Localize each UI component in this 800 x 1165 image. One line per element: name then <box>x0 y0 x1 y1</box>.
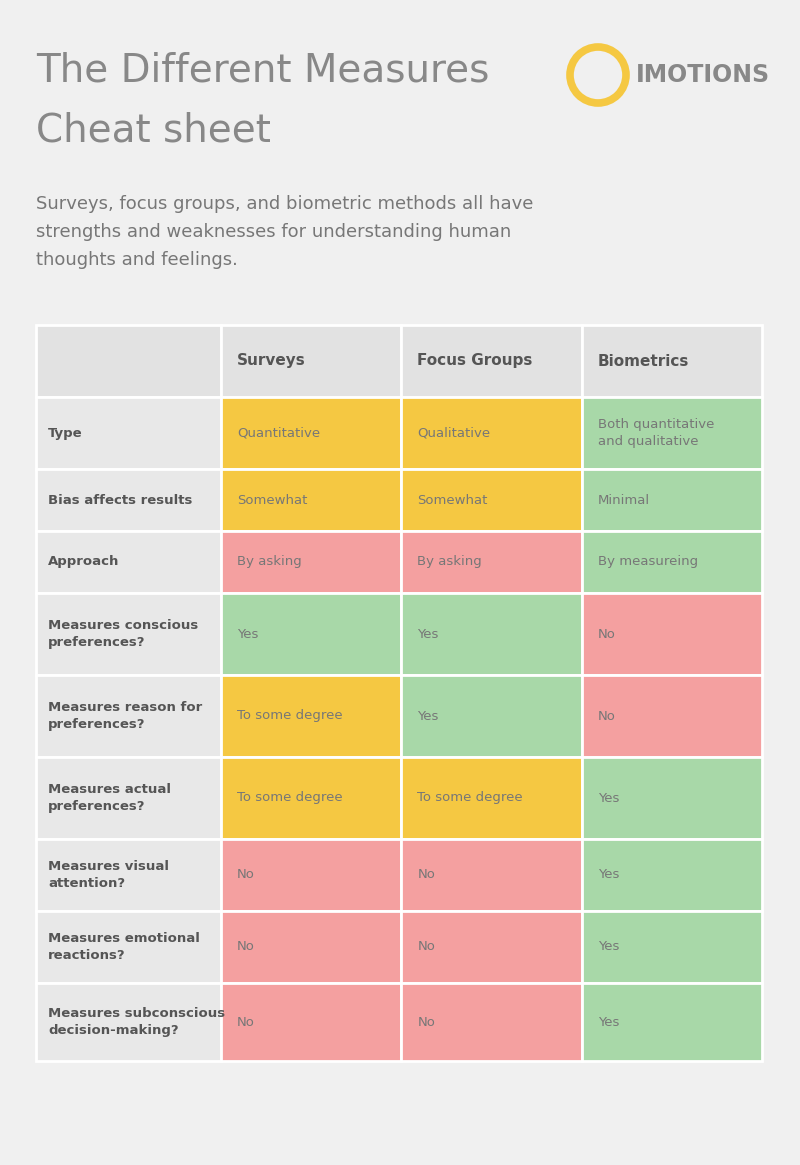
Text: Biometrics: Biometrics <box>598 353 689 368</box>
Text: Yes: Yes <box>418 709 438 722</box>
Bar <box>221 593 402 675</box>
Text: Yes: Yes <box>598 791 619 805</box>
Text: No: No <box>418 940 435 953</box>
Bar <box>36 469 221 531</box>
Text: Surveys, focus groups, and biometric methods all have
strengths and weaknesses f: Surveys, focus groups, and biometric met… <box>36 195 534 269</box>
Text: Quantitative: Quantitative <box>237 426 320 439</box>
Text: Bias affects results: Bias affects results <box>48 494 192 507</box>
Text: Measures conscious
preferences?: Measures conscious preferences? <box>48 619 198 649</box>
Bar <box>221 911 402 983</box>
Bar <box>221 675 402 757</box>
Text: Yes: Yes <box>598 1016 619 1029</box>
Bar <box>402 593 582 675</box>
Bar <box>402 757 582 839</box>
Bar <box>402 531 582 593</box>
Text: Measures visual
attention?: Measures visual attention? <box>48 860 169 890</box>
Text: Yes: Yes <box>237 628 258 641</box>
Text: No: No <box>598 628 615 641</box>
Text: To some degree: To some degree <box>237 709 342 722</box>
Text: No: No <box>237 868 255 882</box>
Text: Measures emotional
reactions?: Measures emotional reactions? <box>48 932 200 962</box>
Text: Yes: Yes <box>418 628 438 641</box>
Bar <box>582 757 762 839</box>
Text: No: No <box>237 1016 255 1029</box>
Bar <box>582 325 762 397</box>
Bar <box>221 757 402 839</box>
Text: No: No <box>418 868 435 882</box>
Bar <box>582 983 762 1061</box>
Text: To some degree: To some degree <box>418 791 523 805</box>
Text: Type: Type <box>48 426 82 439</box>
Bar <box>36 675 221 757</box>
Text: No: No <box>237 940 255 953</box>
Text: Measures reason for
preferences?: Measures reason for preferences? <box>48 701 202 730</box>
Bar <box>582 675 762 757</box>
Bar <box>221 325 402 397</box>
Bar <box>36 911 221 983</box>
Bar <box>402 839 582 911</box>
Bar <box>36 531 221 593</box>
Bar <box>402 325 582 397</box>
Text: No: No <box>598 709 615 722</box>
Text: Focus Groups: Focus Groups <box>418 353 533 368</box>
Text: By measureing: By measureing <box>598 556 698 569</box>
Text: To some degree: To some degree <box>237 791 342 805</box>
Text: The Different Measures: The Different Measures <box>36 52 490 90</box>
Text: IMOTIONS: IMOTIONS <box>636 63 770 87</box>
Bar <box>582 839 762 911</box>
Text: No: No <box>418 1016 435 1029</box>
Bar <box>221 397 402 469</box>
Bar <box>582 531 762 593</box>
Bar <box>582 397 762 469</box>
Bar <box>36 983 221 1061</box>
Bar <box>221 839 402 911</box>
Text: Measures subconscious
decision-making?: Measures subconscious decision-making? <box>48 1007 225 1037</box>
Bar <box>36 757 221 839</box>
Bar <box>402 675 582 757</box>
Bar <box>402 983 582 1061</box>
Text: Yes: Yes <box>598 940 619 953</box>
Bar <box>36 839 221 911</box>
Bar <box>36 325 221 397</box>
Bar <box>36 397 221 469</box>
Text: By asking: By asking <box>237 556 302 569</box>
Bar <box>36 593 221 675</box>
Text: Somewhat: Somewhat <box>418 494 488 507</box>
Text: Cheat sheet: Cheat sheet <box>36 112 271 150</box>
Text: Approach: Approach <box>48 556 119 569</box>
Text: By asking: By asking <box>418 556 482 569</box>
Text: Yes: Yes <box>598 868 619 882</box>
Text: Measures actual
preferences?: Measures actual preferences? <box>48 783 171 813</box>
Bar <box>402 397 582 469</box>
Text: Surveys: Surveys <box>237 353 306 368</box>
Text: Both quantitative
and qualitative: Both quantitative and qualitative <box>598 418 714 449</box>
Text: Somewhat: Somewhat <box>237 494 307 507</box>
Text: Minimal: Minimal <box>598 494 650 507</box>
Bar <box>582 911 762 983</box>
Bar <box>221 531 402 593</box>
Bar <box>402 911 582 983</box>
Bar <box>402 469 582 531</box>
Bar <box>582 593 762 675</box>
Bar <box>582 469 762 531</box>
Bar <box>221 469 402 531</box>
Text: Qualitative: Qualitative <box>418 426 490 439</box>
Bar <box>221 983 402 1061</box>
